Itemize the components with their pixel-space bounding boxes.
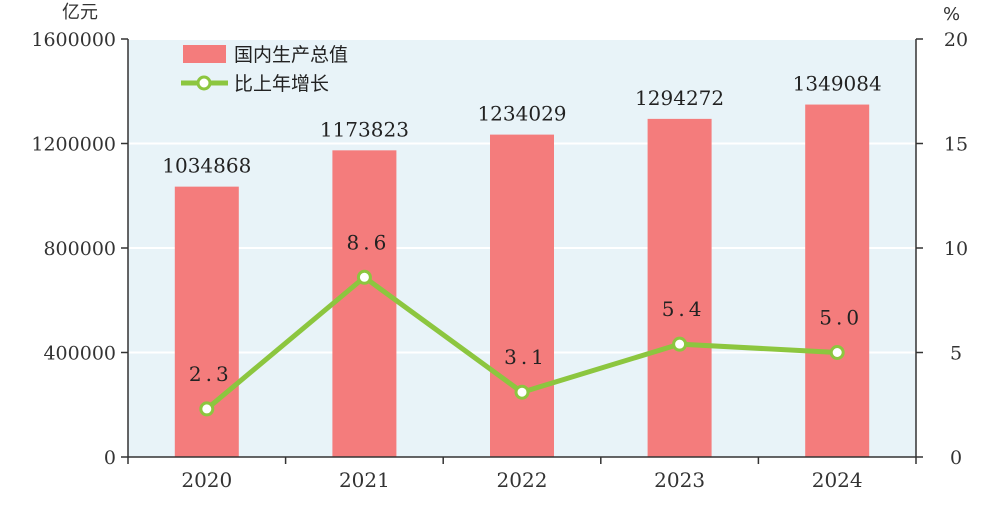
bar-gdp [805,104,870,457]
x-axis-tick-label: 2024 [812,468,863,492]
bar-value-label: 1349084 [793,72,882,96]
bar-gdp [332,150,397,457]
x-axis-tick-label: 2021 [339,468,390,492]
line-value-label: 8.6 [346,230,390,254]
right-axis-tick-label: 5 [950,343,962,365]
bar-value-label: 1294272 [635,86,724,110]
left-axis-unit: 亿元 [62,2,98,23]
x-axis-tick-label: 2022 [497,468,548,492]
line-value-label: 2.3 [189,362,233,386]
bar-value-label: 1234029 [477,102,566,126]
legend-label-line: 比上年增长 [234,73,329,95]
x-axis-tick-label: 2020 [181,468,232,492]
legend-swatch-bar [183,45,226,63]
left-axis-tick-label: 1600000 [31,29,116,51]
line-series: 2.3 8.6 3.1 5.4 5.0 [189,230,863,417]
bar-gdp [647,118,712,458]
line-value-label: 5.4 [662,297,706,321]
left-axis-tick-label: 1200000 [31,134,116,156]
line-value-label: 5.0 [819,306,863,330]
line-point [672,336,688,352]
line-value-label: 3.1 [504,345,548,369]
right-axis-tick-label: 15 [944,134,968,156]
line-point [514,384,530,400]
bar-value-label: 1173823 [320,117,409,141]
legend-swatch-marker [196,75,212,91]
left-axis-tick-label: 400000 [43,343,116,365]
legend-label-bar: 国内生产总值 [234,44,348,66]
line-point [356,269,372,285]
legend: 国内生产总值 比上年增长 [181,44,348,95]
bar-gdp [174,186,239,457]
bar-value-label: 1034868 [162,154,251,178]
bar-gdp [490,134,554,457]
left-axis-tick-label: 0 [104,447,116,469]
bar-series: 1034868 1173823 1234029 1294272 1349084 [162,72,882,458]
right-axis-tick-label: 20 [944,29,968,51]
right-axis-unit: % [943,4,960,25]
x-axis-tick-label: 2023 [654,468,705,492]
left-axis-tick-label: 800000 [43,238,116,260]
right-axis-tick-label: 0 [950,447,962,469]
right-axis-tick-label: 10 [944,238,968,260]
line-point [829,345,845,360]
line-point [199,401,215,417]
